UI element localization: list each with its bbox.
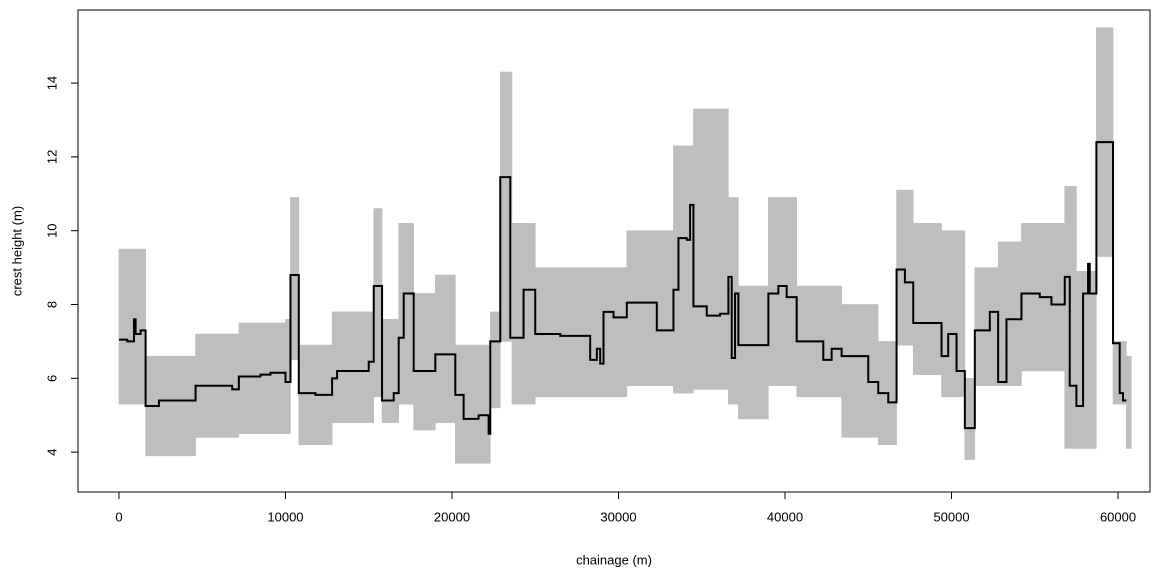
x-tick-label: 40000 bbox=[767, 509, 803, 524]
y-tick-label: 10 bbox=[44, 223, 59, 237]
x-tick-label: 50000 bbox=[933, 509, 969, 524]
x-tick-label: 0 bbox=[115, 509, 122, 524]
envelope-step bbox=[118, 248, 146, 405]
y-tick-label: 8 bbox=[44, 301, 59, 308]
y-tick-label: 12 bbox=[44, 150, 59, 164]
envelope-step bbox=[693, 108, 729, 390]
envelope-step bbox=[381, 318, 400, 423]
y-tick-label: 14 bbox=[44, 76, 59, 90]
envelope-step bbox=[534, 267, 603, 398]
envelope-step bbox=[728, 197, 739, 405]
step-line bbox=[118, 141, 1127, 435]
envelope-step bbox=[238, 322, 286, 434]
x-axis-label: chainage (m) bbox=[576, 552, 652, 567]
x-tick-label: 30000 bbox=[600, 509, 636, 524]
envelope-step bbox=[768, 197, 797, 387]
y-tick-label: 6 bbox=[44, 375, 59, 382]
x-tick-label: 10000 bbox=[267, 509, 303, 524]
envelope-step bbox=[912, 223, 942, 375]
y-tick-label: 4 bbox=[44, 449, 59, 456]
envelope-step bbox=[974, 267, 999, 387]
x-tick-label: 60000 bbox=[1100, 509, 1136, 524]
envelope-step bbox=[435, 274, 456, 423]
envelope-step bbox=[626, 230, 674, 387]
envelope-step bbox=[455, 344, 491, 464]
envelope-step bbox=[673, 145, 694, 394]
envelope-step bbox=[896, 189, 914, 346]
envelope-step bbox=[1126, 355, 1132, 449]
envelope-step bbox=[489, 311, 501, 409]
y-axis-label: crest height (m) bbox=[9, 206, 24, 296]
envelope-step bbox=[373, 208, 383, 398]
envelope-step bbox=[413, 293, 436, 431]
envelope-step bbox=[331, 311, 375, 423]
envelope-step bbox=[997, 241, 1022, 387]
envelope-step bbox=[601, 267, 628, 398]
envelope-step bbox=[964, 378, 976, 460]
envelope-step bbox=[290, 197, 300, 361]
envelope-step bbox=[398, 223, 414, 405]
envelope-step bbox=[1076, 270, 1097, 449]
envelope-step bbox=[738, 285, 769, 420]
x-tick-label: 20000 bbox=[434, 509, 470, 524]
envelope-step bbox=[841, 304, 879, 438]
